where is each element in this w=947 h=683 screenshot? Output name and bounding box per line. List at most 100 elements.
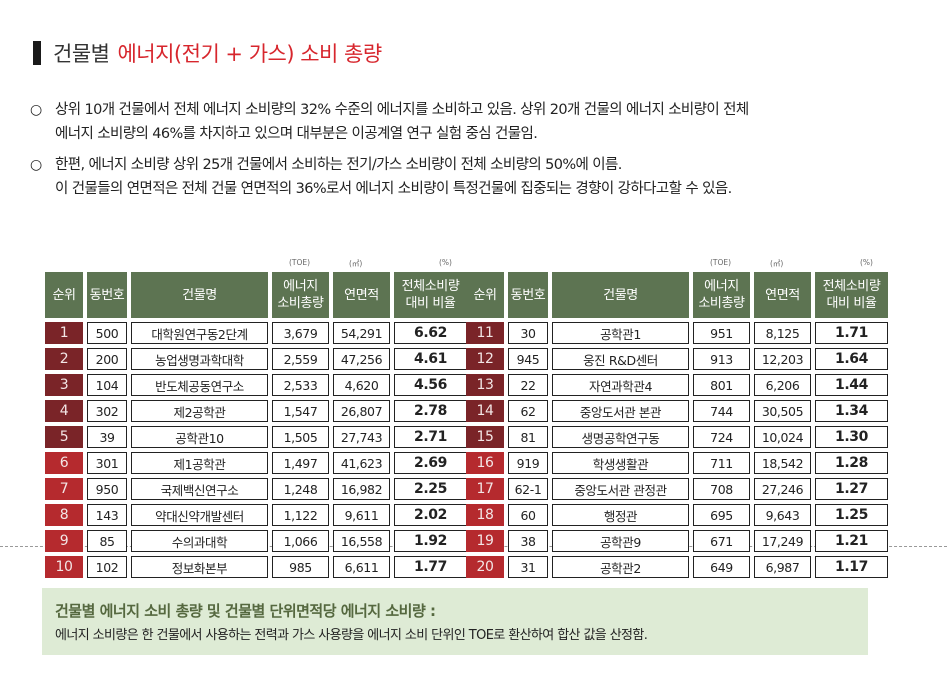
- header-label: 대비 비율: [826, 296, 877, 311]
- cell-energy: 1,547: [272, 400, 329, 422]
- cell-name: 행정관: [552, 504, 689, 526]
- header-label: 대비 비율: [405, 296, 456, 311]
- header-area: 연면적: [754, 272, 811, 318]
- ranking-table-left: (TOE) (㎡) (%) 순위 동번호 건물명 에너지 소비총량 연면적 전체소비량 대비 비율 1…: [45, 258, 471, 582]
- header-name: 건물명: [552, 272, 689, 318]
- table-row: 2 200 농업생명과학대학 2,559 47,256 4.61: [45, 348, 467, 370]
- cell-area: 18,542: [754, 452, 811, 474]
- table-row: 6 301 제1공학관 1,497 41,623 2.69: [45, 452, 467, 474]
- cell-name: 농업생명과학대학: [131, 348, 268, 370]
- cell-energy: 671: [693, 530, 750, 552]
- bullet-item: ○ 한편, 에너지 소비량 상위 25개 건물에서 소비하는 전기/가스 소비량…: [30, 153, 930, 201]
- cell-rank: 4: [45, 400, 83, 422]
- cell-ratio: 1.64: [815, 348, 888, 370]
- cell-name: 중앙도서관 관정관: [552, 478, 689, 500]
- cell-area: 41,623: [333, 452, 390, 474]
- header-building-no: 동번호: [508, 272, 548, 318]
- bullet-line: 이 건물들의 연면적은 전체 건물 연면적의 36%로서 에너지 소비량이 특정…: [55, 181, 732, 197]
- header-row: 순위 동번호 건물명 에너지 소비총량 연면적 전체소비량 대비 비율: [466, 272, 888, 318]
- cell-name: 생명공학연구동: [552, 426, 689, 448]
- cell-area: 4,620: [333, 374, 390, 396]
- cell-ratio: 1.92: [394, 530, 467, 552]
- table-row: 7 950 국제백신연구소 1,248 16,982 2.25: [45, 478, 467, 500]
- header-label: 동번호: [510, 287, 546, 303]
- cell-rank: 17: [466, 478, 504, 500]
- cell-area: 6,206: [754, 374, 811, 396]
- unit-area: (㎡): [349, 259, 363, 268]
- table-row: 20 31 공학관2 649 6,987 1.17: [466, 556, 888, 578]
- cell-energy: 1,248: [272, 478, 329, 500]
- header-label: 에너지: [704, 279, 739, 294]
- cell-ratio: 1.77: [394, 556, 467, 578]
- header-row: 순위 동번호 건물명 에너지 소비총량 연면적 전체소비량 대비 비율: [45, 272, 467, 318]
- cell-rank: 20: [466, 556, 504, 578]
- cell-area: 26,807: [333, 400, 390, 422]
- cell-name: 공학관2: [552, 556, 689, 578]
- cell-ratio: 2.78: [394, 400, 467, 422]
- table-row: 1 500 대학원연구동2단계 3,679 54,291 6.62: [45, 322, 467, 344]
- definition-note: 건물별 에너지 소비 총량 및 건물별 단위면적당 에너지 소비량 : 에너지 …: [42, 588, 868, 655]
- cell-ratio: 4.61: [394, 348, 467, 370]
- cell-ratio: 2.02: [394, 504, 467, 526]
- table-row: 5 39 공학관10 1,505 27,743 2.71: [45, 426, 467, 448]
- cell-no: 950: [87, 478, 127, 500]
- cell-area: 54,291: [333, 322, 390, 344]
- cell-rank: 11: [466, 322, 504, 344]
- cell-name: 반도체공동연구소: [131, 374, 268, 396]
- cell-no: 102: [87, 556, 127, 578]
- cell-area: 27,743: [333, 426, 390, 448]
- cell-name: 수의과대학: [131, 530, 268, 552]
- header-label: 전체소비량: [822, 279, 881, 294]
- cell-rank: 7: [45, 478, 83, 500]
- cell-rank: 2: [45, 348, 83, 370]
- header-label: 연면적: [765, 287, 800, 303]
- cell-no: 62: [508, 400, 548, 422]
- cell-area: 16,982: [333, 478, 390, 500]
- cell-ratio: 1.28: [815, 452, 888, 474]
- cell-no: 22: [508, 374, 548, 396]
- ranking-table: 순위 동번호 건물명 에너지 소비총량 연면적 전체소비량 대비 비율 11 30 공학관1 951 8…: [462, 268, 892, 582]
- cell-no: 500: [87, 322, 127, 344]
- cell-no: 39: [87, 426, 127, 448]
- unit-labels: (TOE) (㎡) (%): [45, 258, 471, 268]
- cell-name: 공학관10: [131, 426, 268, 448]
- cell-energy: 649: [693, 556, 750, 578]
- cell-energy: 2,559: [272, 348, 329, 370]
- header-label: 소비총량: [277, 296, 324, 311]
- circle-bullet-icon: ○: [30, 102, 42, 118]
- ranking-table-right: (TOE) (㎡) (%) 순위 동번호 건물명 에너지 소비총량 연면적 전체소비량 대비 비율 1…: [466, 258, 892, 582]
- unit-ratio: (%): [860, 258, 873, 267]
- cell-no: 30: [508, 322, 548, 344]
- cell-rank: 12: [466, 348, 504, 370]
- unit-area: (㎡): [770, 259, 784, 268]
- table-row: 12 945 웅진 R&D센터 913 12,203 1.64: [466, 348, 888, 370]
- table-row: 4 302 제2공학관 1,547 26,807 2.78: [45, 400, 467, 422]
- unit-energy: (TOE): [710, 258, 732, 267]
- header-label: 건물명: [182, 287, 217, 303]
- header-rank: 순위: [45, 272, 83, 318]
- cell-energy: 913: [693, 348, 750, 370]
- header-label: 소비총량: [698, 296, 745, 311]
- cell-rank: 5: [45, 426, 83, 448]
- cell-no: 945: [508, 348, 548, 370]
- cell-ratio: 1.25: [815, 504, 888, 526]
- bullet-line: 한편, 에너지 소비량 상위 25개 건물에서 소비하는 전기/가스 소비량이 …: [55, 157, 622, 173]
- cell-area: 8,125: [754, 322, 811, 344]
- cell-no: 200: [87, 348, 127, 370]
- cell-energy: 951: [693, 322, 750, 344]
- page-title: 건물별 에너지(전기 + 가스) 소비 총량: [33, 38, 382, 68]
- table-row: 17 62-1 중앙도서관 관정관 708 27,246 1.27: [466, 478, 888, 500]
- cell-ratio: 1.34: [815, 400, 888, 422]
- title-prefix: 건물별: [53, 42, 110, 66]
- cell-ratio: 2.71: [394, 426, 467, 448]
- cell-rank: 19: [466, 530, 504, 552]
- cell-name: 국제백신연구소: [131, 478, 268, 500]
- cell-rank: 9: [45, 530, 83, 552]
- unit-ratio: (%): [439, 258, 452, 267]
- cell-no: 85: [87, 530, 127, 552]
- header-area: 연면적: [333, 272, 390, 318]
- cell-area: 6,987: [754, 556, 811, 578]
- cell-no: 143: [87, 504, 127, 526]
- header-building-no: 동번호: [87, 272, 127, 318]
